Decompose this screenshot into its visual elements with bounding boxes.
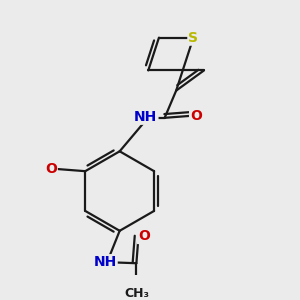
Text: O: O [45, 162, 57, 176]
Text: CH₃: CH₃ [124, 287, 149, 300]
Text: O: O [190, 109, 202, 123]
Text: S: S [188, 31, 198, 45]
Text: NH: NH [93, 255, 117, 269]
Text: O: O [138, 229, 150, 243]
Text: NH: NH [134, 110, 158, 124]
